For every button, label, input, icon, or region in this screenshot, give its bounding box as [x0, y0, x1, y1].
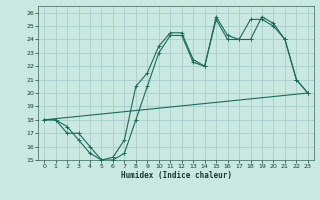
X-axis label: Humidex (Indice chaleur): Humidex (Indice chaleur)	[121, 171, 231, 180]
